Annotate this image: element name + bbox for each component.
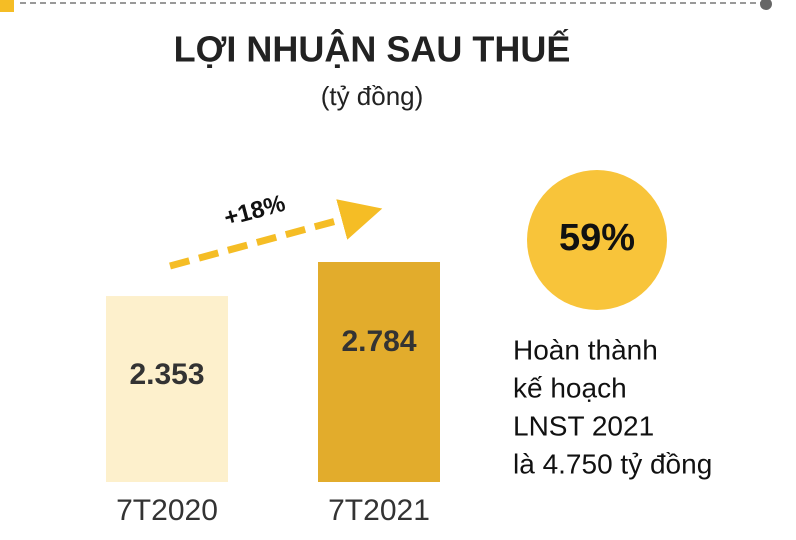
value-label: 2.353 (129, 358, 204, 391)
value-label: 2.784 (341, 325, 416, 358)
note-line: là 4.750 tỷ đồng (513, 448, 712, 479)
note-line: LNST 2021 (513, 410, 654, 441)
decor (0, 0, 14, 12)
highlight-text: 59% (559, 217, 635, 259)
bar (106, 296, 228, 482)
growth-label: +18% (221, 190, 288, 232)
chart-title: LỢI NHUẬN SAU THUẾ (174, 28, 571, 70)
note-line: kế hoạch (513, 372, 627, 403)
category-label: 7T2020 (116, 494, 218, 527)
category-label: 7T2021 (328, 494, 430, 527)
bar (318, 262, 440, 482)
chart-subtitle: (tỷ đồng) (321, 81, 424, 111)
decor-dot (760, 0, 772, 10)
note-line: Hoàn thành (513, 334, 658, 365)
growth-arrow (169, 199, 383, 270)
highlight-circle (527, 170, 667, 310)
